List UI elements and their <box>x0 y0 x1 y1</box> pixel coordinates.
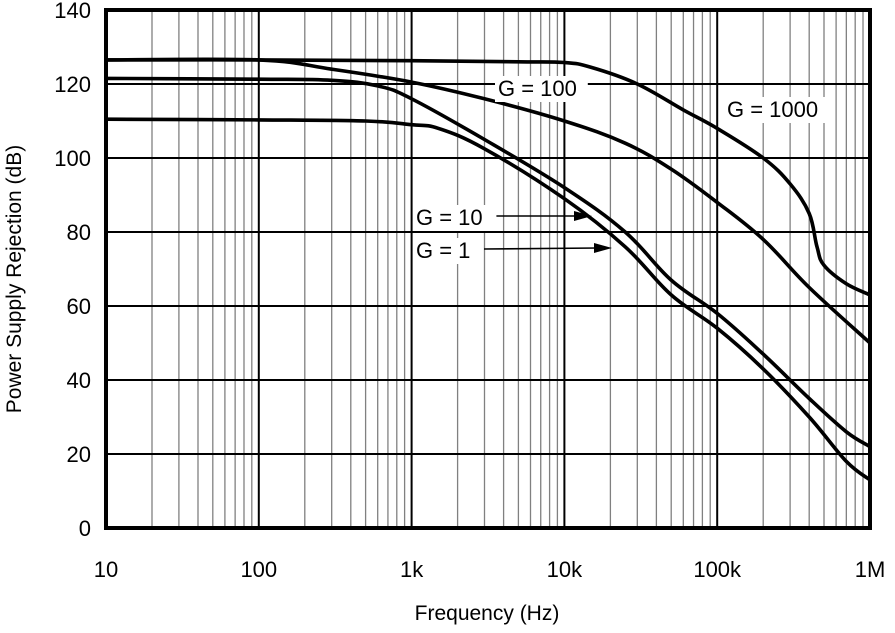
y-tick-label: 0 <box>79 516 91 541</box>
major-grid <box>105 9 871 529</box>
x-tick-label: 1M <box>855 557 886 582</box>
annotation-bg <box>413 205 494 231</box>
series-annotation: G = 1000 <box>727 97 818 122</box>
y-tick-label: 60 <box>67 294 91 319</box>
series-annotation: G = 100 <box>498 76 577 101</box>
annotation-bg <box>413 238 481 264</box>
annotation-bg <box>724 97 830 123</box>
x-tick-label: 100 <box>240 557 277 582</box>
y-tick-label: 40 <box>67 368 91 393</box>
arrowhead-icon <box>574 211 592 221</box>
annotations: G = 100 G = 1000 G = 10 G = 1 <box>413 76 830 264</box>
arrowhead-icon <box>594 243 612 253</box>
plot-frame <box>104 8 872 530</box>
y-tick-label: 20 <box>67 442 91 467</box>
curve-g10 <box>105 76 871 449</box>
x-tick-label: 10 <box>94 557 118 582</box>
annotation-bg <box>495 76 588 102</box>
curve-g100 <box>105 57 872 345</box>
x-tick-label: 1k <box>400 557 424 582</box>
x-tick-label: 10k <box>547 557 583 582</box>
y-tick-label: 140 <box>54 0 91 23</box>
curve-g1000 <box>105 58 871 297</box>
x-tick-label: 100k <box>693 557 742 582</box>
curves <box>105 57 872 482</box>
y-tick-label: 100 <box>54 146 91 171</box>
x-axis-ticks: 10 100 1k 10k 100k 1M <box>94 557 886 582</box>
x-axis-title: Frequency (Hz) <box>415 602 560 625</box>
y-axis-ticks: 0 20 40 60 80 100 120 140 <box>54 0 91 541</box>
y-axis-title: Power Supply Rejection (dB) <box>3 145 26 413</box>
series-annotation: G = 1 <box>416 238 470 263</box>
curve-g1 <box>105 117 872 482</box>
series-annotation: G = 10 <box>416 205 483 230</box>
minor-grid <box>151 10 864 528</box>
y-tick-label: 80 <box>67 220 91 245</box>
y-tick-label: 120 <box>54 72 91 97</box>
annotation-arrow-line <box>483 247 599 250</box>
